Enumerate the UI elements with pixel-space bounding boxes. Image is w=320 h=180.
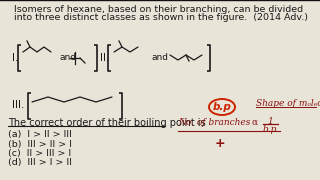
Text: Shape of mₒlₑcule: Shape of mₒlₑcule xyxy=(256,98,320,107)
Text: II.: II. xyxy=(100,53,109,63)
Text: (a)  I > II > III: (a) I > II > III xyxy=(8,130,72,139)
Text: and: and xyxy=(151,53,168,62)
Text: (d)  III > I > II: (d) III > I > II xyxy=(8,159,72,168)
Text: (b)  III > II > I: (b) III > II > I xyxy=(8,140,72,148)
Text: into three distinct classes as shown in the figure.  (2014 Adv.): into three distinct classes as shown in … xyxy=(14,13,308,22)
Text: 1: 1 xyxy=(267,117,273,126)
Text: +: + xyxy=(215,137,225,150)
Text: b.p: b.p xyxy=(212,102,231,112)
Text: The correct order of their boiling point is: The correct order of their boiling point… xyxy=(8,118,206,128)
Text: b.p: b.p xyxy=(263,125,277,134)
Text: I.: I. xyxy=(12,53,18,63)
Text: and: and xyxy=(60,53,77,62)
Text: α: α xyxy=(252,118,258,127)
Text: III.: III. xyxy=(12,100,24,110)
Text: (c)  II > III > I: (c) II > III > I xyxy=(8,149,71,158)
Text: No. of branches: No. of branches xyxy=(178,118,250,127)
Text: Isomers of hexane, based on their branching, can be divided: Isomers of hexane, based on their branch… xyxy=(14,5,303,14)
